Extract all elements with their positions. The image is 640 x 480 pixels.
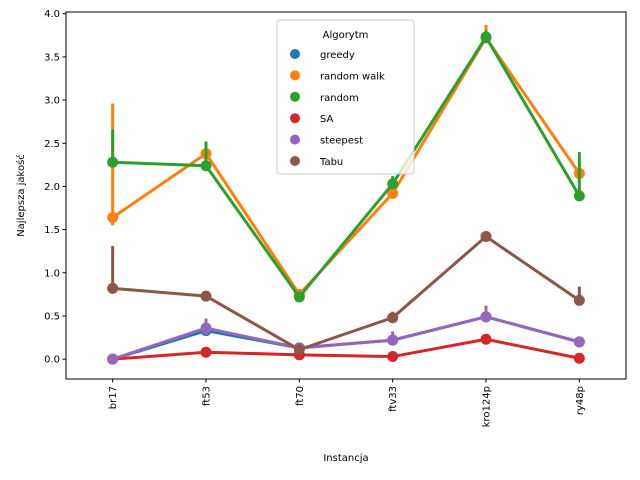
data-point	[293, 291, 305, 303]
series-layer	[107, 24, 585, 365]
series-line	[111, 315, 581, 361]
data-point	[387, 187, 399, 199]
axes-layer: 0.0 0.5 1.0 1.5 2.0 2.5 3.0 3.5 4.0 br17 ft53 ft70 f…	[44, 9, 627, 427]
series-line	[111, 337, 581, 361]
data-point	[200, 346, 212, 358]
data-point	[200, 160, 212, 172]
series-random	[107, 30, 585, 303]
y-tick-label: 3.5	[44, 52, 60, 63]
legend-entry: random	[320, 93, 359, 104]
data-point	[293, 344, 305, 356]
data-point	[480, 31, 492, 43]
y-tick-label: 2.5	[44, 139, 60, 150]
data-point	[480, 333, 492, 345]
series-line	[111, 235, 581, 352]
data-point	[107, 353, 119, 365]
legend-title: Algorytm	[323, 30, 369, 41]
y-tick-label: 0.0	[44, 355, 60, 366]
series-line	[111, 35, 581, 299]
series-sa	[107, 333, 585, 365]
y-tick-label: 4.0	[44, 9, 60, 20]
y-tick-label: 1.0	[44, 268, 60, 279]
x-tick-label: ft70	[295, 386, 306, 406]
data-point	[387, 178, 399, 190]
y-tick-label: 1.5	[44, 225, 60, 236]
data-point	[107, 212, 119, 224]
data-point	[573, 294, 585, 306]
data-point	[480, 231, 492, 243]
y-axis-label: Najlepsza jakość	[15, 154, 27, 237]
data-point	[200, 322, 212, 334]
legend-entry: greedy	[320, 50, 355, 61]
plot-frame	[65, 11, 627, 380]
legend-entry: steepest	[320, 136, 363, 147]
x-tick-label: ftv33	[388, 386, 399, 412]
x-tick-label: ry48p	[575, 386, 586, 415]
x-tick-label: kro124p	[482, 386, 493, 427]
series-tabu	[107, 231, 585, 356]
y-tick-label: 2.0	[44, 182, 60, 193]
legend-marker	[290, 113, 300, 124]
data-point	[480, 311, 492, 323]
legend-marker	[290, 91, 300, 102]
data-point	[200, 290, 212, 302]
y-tick-label: 0.5	[44, 311, 60, 322]
data-point	[573, 352, 585, 364]
legend-entry: SA	[320, 114, 334, 125]
x-tick-label: ft53	[202, 386, 213, 406]
legend-entry: random walk	[320, 71, 385, 82]
y-tick-label: 3.0	[44, 96, 60, 107]
data-point	[387, 351, 399, 363]
x-tick-label: br17	[108, 386, 119, 409]
data-point	[387, 312, 399, 324]
legend-marker	[290, 156, 300, 166]
legend-box	[276, 19, 415, 175]
data-point	[107, 156, 119, 168]
legend: Algorytm greedy random walk random SA steepes…	[276, 19, 415, 175]
data-point	[387, 334, 399, 346]
data-point	[107, 282, 119, 294]
data-point	[573, 190, 585, 202]
data-point	[573, 336, 585, 348]
legend-marker	[290, 70, 300, 81]
legend-marker	[290, 49, 300, 59]
legend-entry: Tabu	[319, 157, 343, 168]
legend-marker	[290, 134, 300, 145]
x-axis-label: Instancja	[323, 453, 368, 464]
